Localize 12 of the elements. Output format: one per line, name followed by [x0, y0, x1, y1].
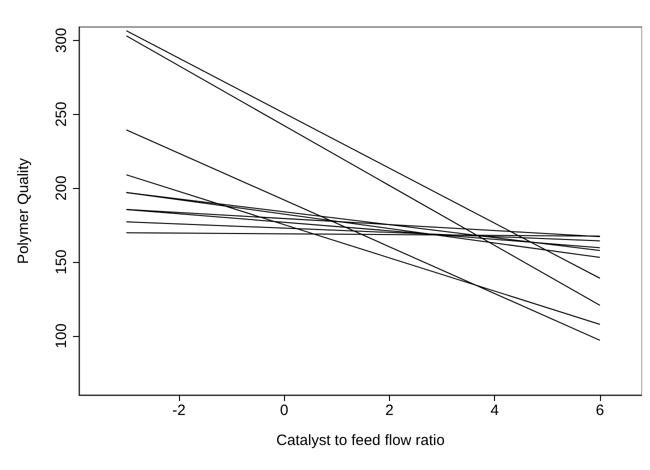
y-axis-title: Polymer Quality: [15, 158, 32, 264]
y-tick-label: 300: [53, 28, 70, 53]
y-tick-label: 150: [53, 249, 70, 275]
y-tick-label: 250: [53, 102, 70, 127]
x-tick-label: 2: [385, 402, 394, 419]
x-axis-title: Catalyst to feed flow ratio: [276, 432, 445, 449]
y-tick-label: 200: [53, 176, 70, 201]
y-tick-label: 100: [53, 323, 70, 348]
x-tick-label: 4: [490, 402, 499, 419]
x-tick-label: 0: [280, 402, 288, 419]
x-tick-label: 6: [596, 402, 604, 419]
x-tick-label: -2: [172, 402, 186, 419]
